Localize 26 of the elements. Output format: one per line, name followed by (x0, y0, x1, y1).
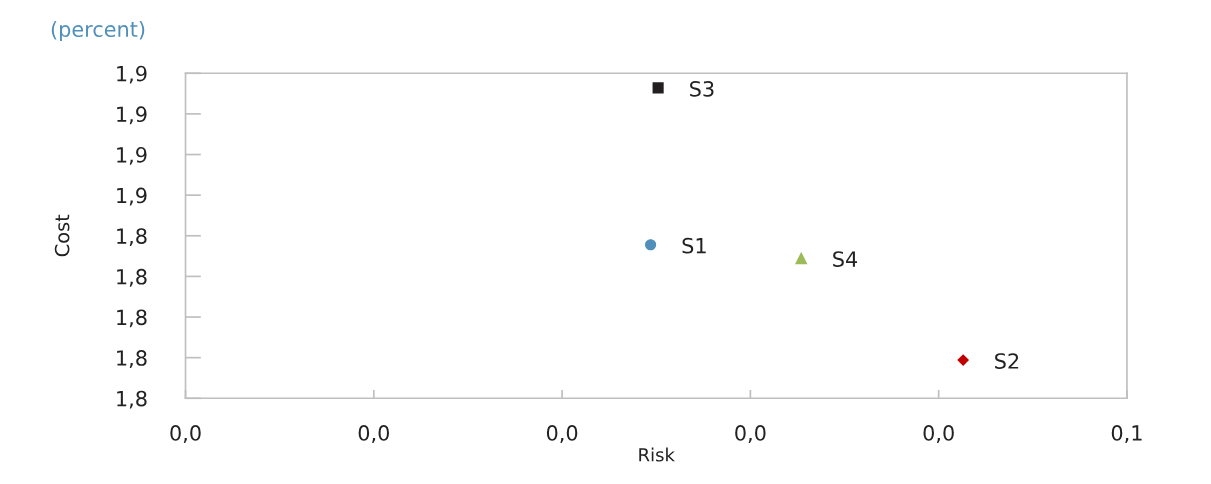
y-tick-label: 1,8 (117, 228, 147, 247)
x-tick-label: 0,0 (170, 425, 201, 443)
point (652, 82, 664, 94)
x-tick-label: 0,0 (546, 425, 578, 443)
chart-subtitle: (percent) (51, 20, 145, 42)
series-label: S1 (682, 237, 706, 254)
y-tick-label: 1,9 (117, 146, 147, 165)
y-tick-label: 1,9 (117, 65, 147, 84)
y-tick-label: 1,8 (117, 268, 147, 287)
point (645, 239, 657, 251)
y-tick-label: 1,8 (117, 309, 147, 328)
x-tick-label: 0,0 (923, 425, 954, 443)
x-tick-label: 0,0 (358, 425, 389, 443)
series-label: S3 (690, 80, 714, 97)
x-tick-label: 0,1 (1111, 425, 1142, 443)
series-label: S4 (833, 251, 858, 267)
y-tick-label: 1,8 (117, 350, 147, 368)
y-tick-label: 1,9 (117, 106, 147, 125)
x-axis-title: Risk (639, 447, 675, 462)
x-tick-label: 0,0 (735, 425, 766, 443)
y-tick-label: 1,9 (117, 187, 147, 206)
y-tick-label: 1,8 (117, 390, 147, 409)
y-axis-title: Cost (54, 214, 70, 257)
series-label: S2 (995, 353, 1019, 369)
point (794, 251, 808, 265)
point (957, 354, 970, 366)
